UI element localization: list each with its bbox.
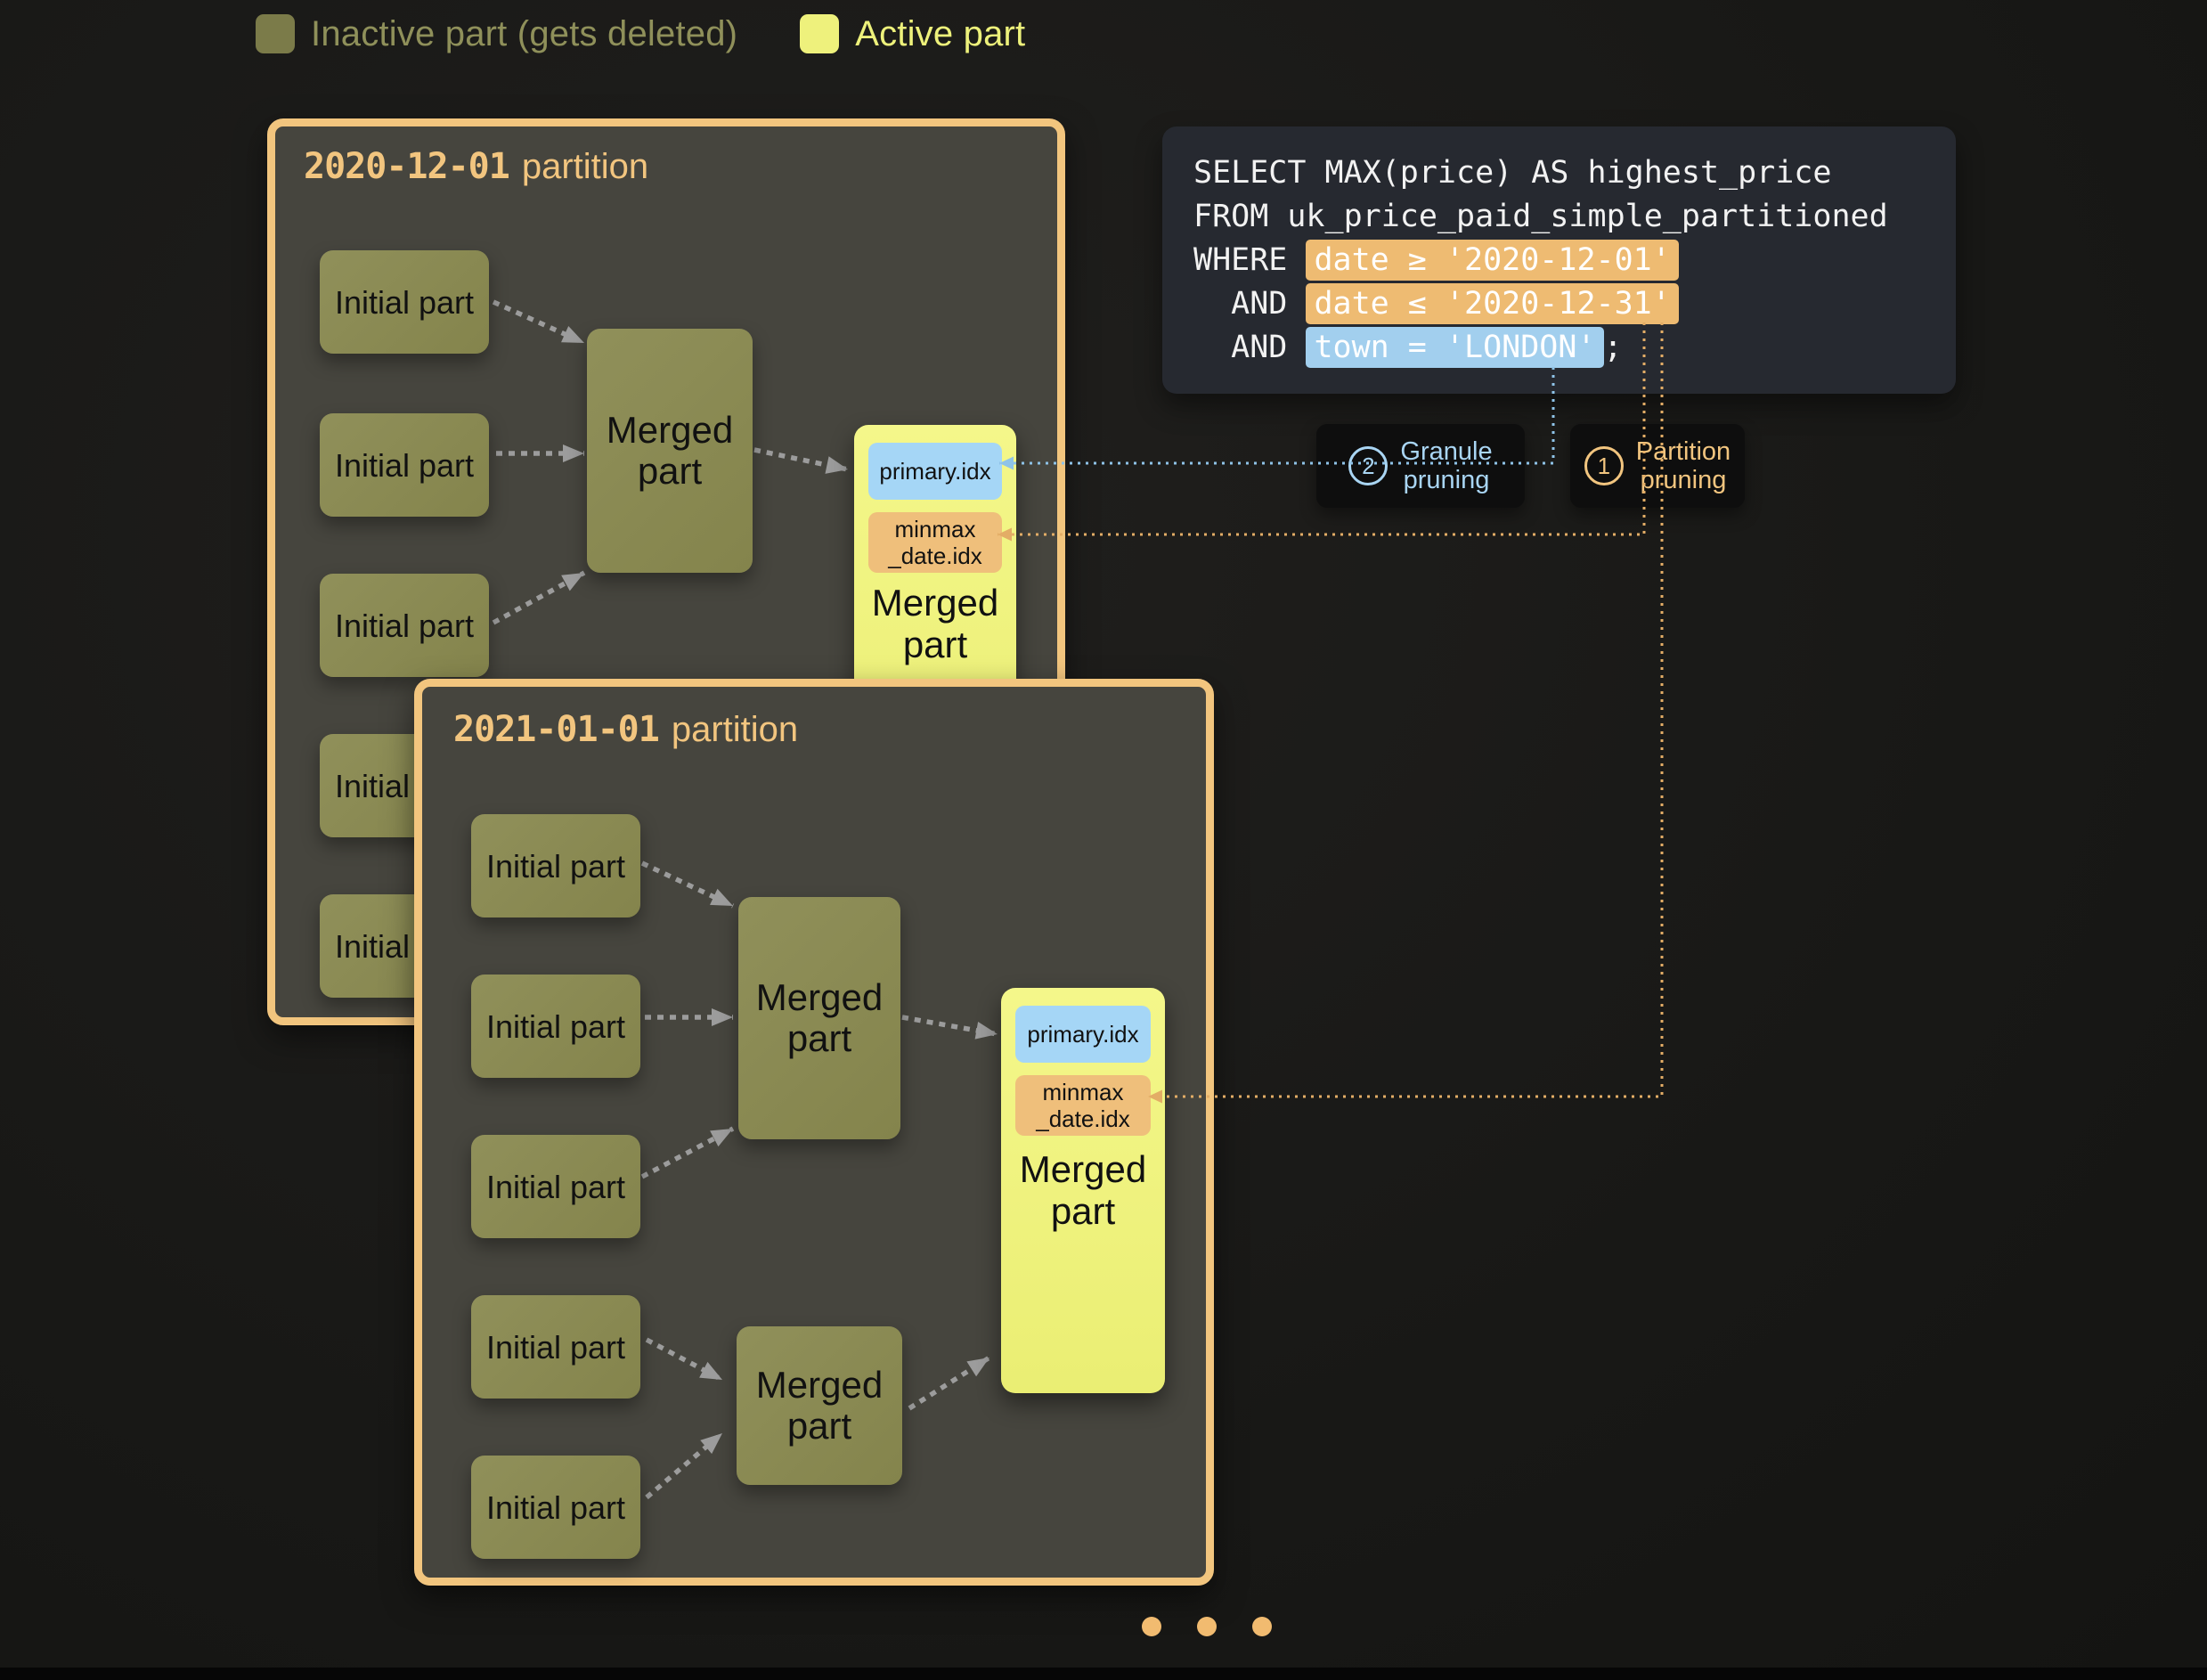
granule-pruning-label: Granule pruning (1400, 437, 1493, 494)
sql-line: AND town = 'LONDON'; (1193, 326, 1956, 370)
partition-pruning-label: Partition pruning (1635, 437, 1731, 494)
partition-2-title: 2021-01-01 partition (453, 709, 798, 750)
initial-part: Initial part (320, 574, 489, 677)
merged-part-active: primary.idx minmax _date.idx Merged part (1001, 988, 1165, 1393)
initial-part: Initial part (471, 814, 640, 917)
initial-part: Initial part (471, 1135, 640, 1238)
date-lower-bound-highlight: date ≥ '2020-12-01' (1306, 240, 1679, 281)
partition-2-suffix: partition (671, 710, 799, 749)
legend-active-label: Active part (855, 13, 1026, 53)
partition-2-date: 2021-01-01 (453, 709, 660, 750)
inactive-part-swatch-icon (256, 14, 295, 53)
granule-pruning-badge: 2 Granule pruning (1316, 424, 1525, 508)
partition-2021-01-01: 2021-01-01 partition Initial part Initial… (414, 679, 1214, 1586)
sql-line: FROM uk_price_paid_simple_partitioned (1193, 199, 1888, 234)
bottom-bar (0, 1668, 2207, 1680)
town-filter-highlight: town = 'LONDON' (1306, 327, 1604, 368)
carousel-dot[interactable] (1197, 1617, 1217, 1636)
sql-line: AND date ≤ '2020-12-31' (1193, 282, 1956, 326)
primary-idx-box: primary.idx (868, 443, 1002, 500)
merged-part-active-label: Merged part (871, 582, 999, 665)
merged-part-inactive: Merged part (738, 897, 900, 1139)
partition-1-suffix: partition (521, 147, 649, 186)
initial-part: Initial part (320, 250, 489, 354)
sql-line: SELECT MAX(price) AS highest_price (1193, 155, 1832, 191)
legend: Inactive part (gets deleted) Active part (256, 9, 1025, 59)
date-upper-bound-highlight: date ≤ '2020-12-31' (1306, 283, 1679, 324)
partition-1-title: 2020-12-01 partition (304, 146, 648, 187)
legend-inactive-label: Inactive part (gets deleted) (311, 13, 738, 53)
minmax-date-idx-box: minmax _date.idx (868, 512, 1002, 573)
carousel-dot[interactable] (1142, 1617, 1161, 1636)
initial-part: Initial part (471, 1456, 640, 1559)
merged-part-active-label: Merged part (1019, 1148, 1147, 1232)
primary-idx-box: primary.idx (1015, 1006, 1151, 1063)
sql-line: WHERE date ≥ '2020-12-01' (1193, 239, 1956, 282)
active-part-swatch-icon (800, 14, 840, 53)
initial-part: Initial part (471, 1295, 640, 1399)
step-1-circle-icon: 1 (1584, 446, 1624, 485)
carousel-dot[interactable] (1252, 1617, 1272, 1636)
sql-query-block: SELECT MAX(price) AS highest_price FROM … (1162, 126, 1956, 394)
merged-part-inactive: Merged part (737, 1326, 902, 1485)
merged-part-inactive: Merged part (587, 329, 753, 573)
step-2-circle-icon: 2 (1348, 446, 1389, 485)
initial-part: Initial part (471, 975, 640, 1078)
partition-pruning-badge: 1 Partition pruning (1570, 424, 1745, 508)
partition-1-date: 2020-12-01 (304, 146, 510, 187)
initial-part: Initial part (320, 413, 489, 517)
minmax-date-idx-box: minmax _date.idx (1015, 1075, 1151, 1136)
